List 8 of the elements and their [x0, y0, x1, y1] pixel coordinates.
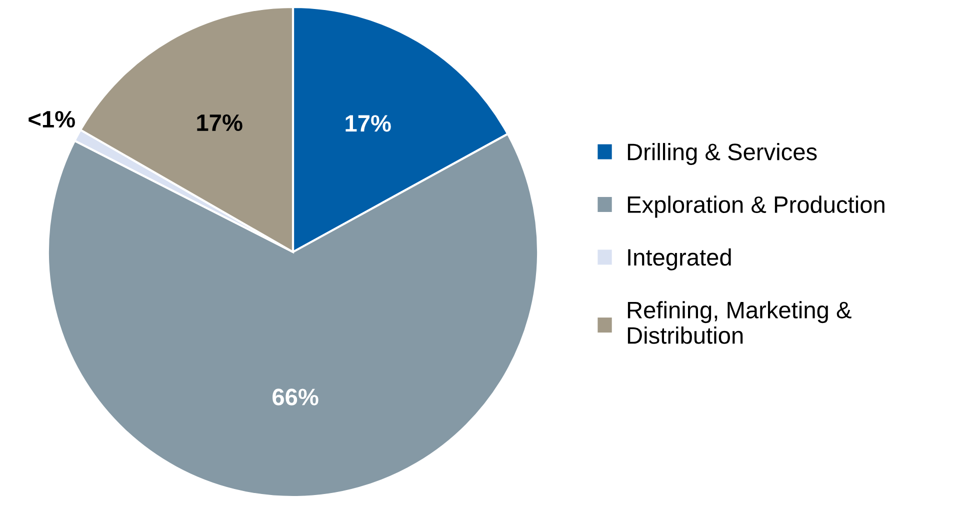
legend-label: Refining, Marketing & Distribution	[628, 301, 852, 344]
legend-label: Drilling & Services	[628, 142, 817, 165]
data-label: 66%	[272, 388, 318, 406]
data-label: <1%	[28, 110, 75, 128]
legend-label: Exploration & Production	[628, 196, 884, 218]
data-label: 17%	[197, 114, 242, 132]
legend-label: Integrated	[628, 248, 731, 270]
data-label: 17%	[346, 115, 391, 132]
